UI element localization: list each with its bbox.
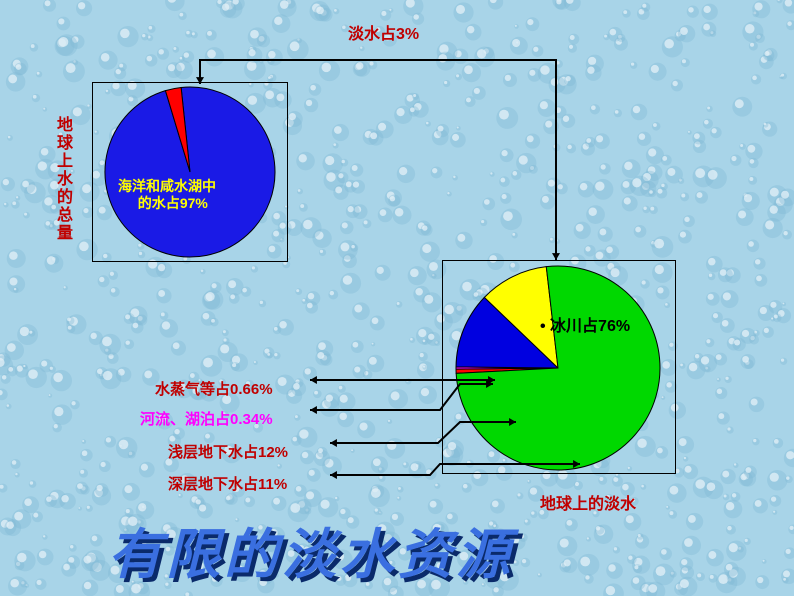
chart2-shallow-label: 浅层地下水占12% — [168, 441, 288, 462]
chart2-vapor-label: 水蒸气等占0.66% — [155, 378, 273, 399]
left-axis-label: 地球上水的总量 — [50, 116, 74, 242]
chart2-glacier-label: • 冰川占76% — [540, 312, 630, 336]
chart2-title: 地球上的淡水 — [540, 490, 636, 514]
chart1-box — [92, 82, 288, 262]
chart2-deep-label: 深层地下水占11% — [168, 473, 287, 494]
chart1-slice-label-freshwater: 淡水占3% — [348, 20, 419, 44]
chart1-slice-label-ocean: 海洋和咸水湖中 的水占97% — [118, 178, 216, 212]
chart2-box — [442, 260, 676, 474]
main-title: 有限的淡水资源 — [108, 510, 514, 589]
chart2-rivers-label: 河流、湖泊占0.34% — [140, 408, 273, 429]
